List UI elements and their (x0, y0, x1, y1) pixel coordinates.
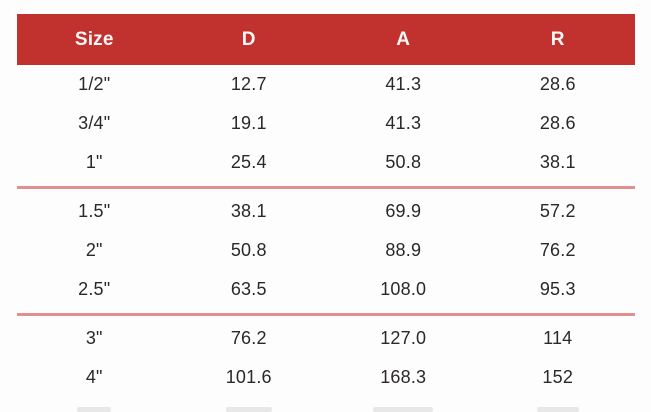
cell-r: 114 (543, 328, 573, 348)
clipped-cell (481, 397, 636, 412)
column-header-r: R (550, 28, 565, 50)
clipped-cell (17, 397, 172, 412)
cell-a: 127.0 (380, 328, 427, 348)
cell-r: 95.3 (539, 279, 576, 299)
cell-size: 3/4" (78, 113, 111, 133)
cell-r: 28.6 (539, 113, 576, 133)
clipped-row-remnant (17, 397, 635, 412)
cell-size: 4" (85, 367, 103, 387)
table-row: 1" 25.4 50.8 38.1 (17, 143, 635, 182)
table-row: 1.5" 38.1 69.9 57.2 (17, 192, 635, 231)
clipped-glyph-top (225, 407, 272, 412)
cell-r: 57.2 (539, 201, 576, 221)
cell-size: 2.5" (78, 279, 111, 299)
table-row: 4" 101.6 168.3 152 (17, 358, 635, 397)
cell-r: 76.2 (539, 240, 576, 260)
row-group-2: 1.5" 38.1 69.9 57.2 2" 50.8 88.9 76.2 2.… (17, 192, 635, 309)
cell-d: 25.4 (230, 152, 267, 172)
table-row: 1/2" 12.7 41.3 28.6 (17, 65, 635, 104)
cell-d: 19.1 (230, 113, 267, 133)
dimension-table: Size D A R 1/2" 12.7 41.3 28.6 3/4" 19.1… (17, 14, 635, 412)
cell-r: 38.1 (539, 152, 576, 172)
divider-rule (17, 185, 635, 189)
cell-a: 69.9 (385, 201, 422, 221)
cell-d: 38.1 (230, 201, 267, 221)
column-header-a: A (396, 28, 411, 50)
cell-size: 1" (85, 152, 103, 172)
clipped-glyph-top (77, 407, 112, 412)
cell-d: 12.7 (230, 74, 267, 94)
cell-size: 3" (85, 328, 103, 348)
table-row: 3" 76.2 127.0 114 (17, 319, 635, 358)
column-header-size: Size (74, 28, 114, 50)
clipped-cell (326, 397, 481, 412)
clipped-glyph-top (536, 407, 579, 412)
table-row: 3/4" 19.1 41.3 28.6 (17, 104, 635, 143)
cell-a: 88.9 (385, 240, 422, 260)
clipped-cell (172, 397, 327, 412)
cell-a: 41.3 (385, 113, 422, 133)
cell-a: 108.0 (380, 279, 427, 299)
group-divider (17, 309, 635, 319)
cell-a: 168.3 (380, 367, 427, 387)
row-group-1: 1/2" 12.7 41.3 28.6 3/4" 19.1 41.3 28.6 … (17, 65, 635, 182)
cell-a: 50.8 (385, 152, 422, 172)
cell-r: 152 (542, 367, 574, 387)
cell-d: 76.2 (230, 328, 267, 348)
cell-size: 1.5" (78, 201, 111, 221)
cell-a: 41.3 (385, 74, 422, 94)
cell-size: 2" (85, 240, 103, 260)
table-row: 2.5" 63.5 108.0 95.3 (17, 270, 635, 309)
divider-rule (17, 312, 635, 316)
cell-size: 1/2" (78, 74, 111, 94)
cell-r: 28.6 (539, 74, 576, 94)
cell-d: 101.6 (225, 367, 272, 387)
column-header-d: D (241, 28, 256, 50)
row-group-3: 3" 76.2 127.0 114 4" 101.6 168.3 152 (17, 319, 635, 397)
clipped-glyph-top (373, 407, 434, 412)
table-row: 2" 50.8 88.9 76.2 (17, 231, 635, 270)
table-header-row: Size D A R (17, 14, 635, 65)
cell-d: 63.5 (230, 279, 267, 299)
cell-d: 50.8 (230, 240, 267, 260)
group-divider (17, 182, 635, 192)
